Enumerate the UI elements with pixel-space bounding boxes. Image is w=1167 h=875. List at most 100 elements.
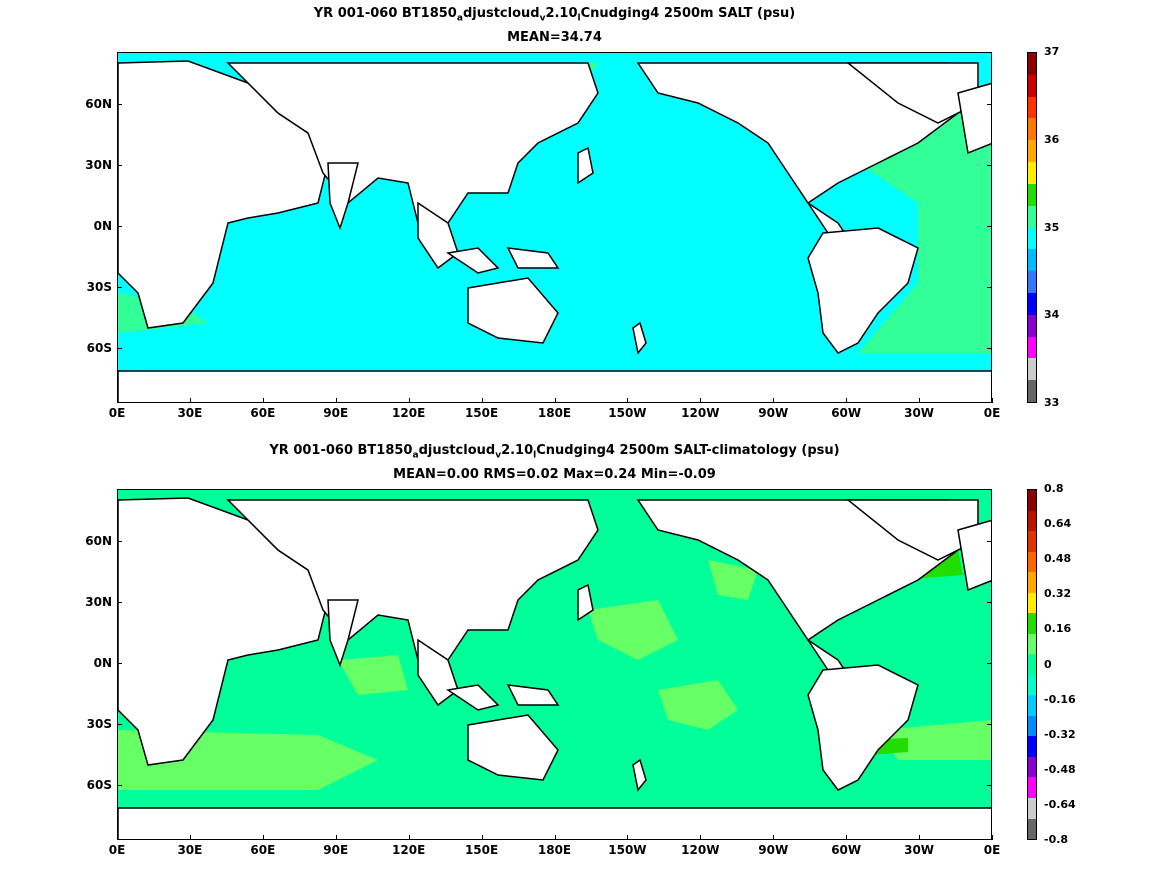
- colorbar-segment: [1028, 797, 1036, 819]
- axis-tick: [555, 835, 556, 840]
- land-mask: [327, 162, 359, 231]
- axis-tick: [117, 663, 122, 664]
- axis-tick: [987, 287, 992, 288]
- axis-tick: [117, 287, 122, 288]
- colorbar-segment: [1028, 271, 1036, 293]
- land-mask: [632, 321, 647, 355]
- colorbar-segment: [1028, 736, 1036, 757]
- colorbar-segment: [1028, 818, 1036, 840]
- colorbar-label: 36: [1044, 132, 1060, 146]
- axis-tick: [555, 398, 556, 403]
- axis-tick: [482, 398, 483, 403]
- axis-tick: [627, 835, 628, 840]
- lon-label: 0E: [108, 406, 126, 420]
- lon-label: 150W: [608, 843, 647, 857]
- lon-label: 120W: [681, 843, 720, 857]
- lat-label: 60N: [85, 97, 112, 111]
- axis-tick: [992, 835, 993, 840]
- colorbar-segment: [1028, 336, 1036, 359]
- land-mask: [845, 499, 979, 561]
- axis-tick: [846, 398, 847, 403]
- axis-tick: [117, 541, 122, 542]
- colorbar-segment: [1028, 592, 1036, 614]
- colorbar-segment: [1028, 380, 1036, 402]
- colorbar-segment: [1028, 715, 1036, 737]
- colorbar-segment: [1028, 674, 1036, 696]
- lat-label: 60S: [86, 341, 112, 355]
- land-mask: [577, 583, 594, 622]
- salinity-region: [338, 655, 408, 695]
- axis-tick: [117, 165, 122, 166]
- lon-label: 0E: [983, 406, 1001, 420]
- lon-label: 60W: [831, 406, 862, 420]
- land-mask: [807, 227, 919, 354]
- salinity-region: [588, 600, 678, 660]
- axis-tick: [987, 602, 992, 603]
- axis-tick: [336, 835, 337, 840]
- panel2-map: [117, 489, 992, 840]
- axis-tick: [846, 835, 847, 840]
- lon-label: 90E: [323, 406, 349, 420]
- colorbar-label: -0.48: [1044, 762, 1076, 776]
- lat-label: 0N: [93, 656, 112, 670]
- lat-label: 30N: [85, 595, 112, 609]
- colorbar-segment: [1028, 249, 1036, 272]
- colorbar-segment: [1028, 551, 1036, 573]
- colorbar-label: 0.48: [1044, 552, 1072, 566]
- land-mask: [118, 370, 991, 402]
- axis-tick: [482, 835, 483, 840]
- land-mask: [506, 247, 560, 269]
- colorbar-label: -0.64: [1044, 797, 1076, 811]
- colorbar-segment: [1028, 314, 1036, 337]
- lat-label: 0N: [93, 219, 112, 233]
- axis-tick: [987, 663, 992, 664]
- axis-tick: [627, 398, 628, 403]
- axis-tick: [919, 398, 920, 403]
- panel1-title: YR 001-060 BT1850adjustcloudv2.10lCnudgi…: [313, 6, 796, 24]
- colorbar-segment: [1028, 183, 1036, 206]
- lon-label: 150E: [464, 843, 499, 857]
- axis-tick: [987, 348, 992, 349]
- lat-label: 30S: [86, 717, 112, 731]
- lon-label: 0E: [983, 843, 1001, 857]
- axis-tick: [987, 226, 992, 227]
- axis-tick: [263, 835, 264, 840]
- axis-tick: [409, 835, 410, 840]
- lon-label: 180E: [537, 406, 572, 420]
- lon-label: 60E: [250, 843, 276, 857]
- axis-tick: [117, 104, 122, 105]
- land-mask: [467, 277, 559, 344]
- colorbar-label: 0.64: [1044, 517, 1072, 531]
- colorbar-segment: [1028, 695, 1036, 716]
- lon-label: 180E: [537, 843, 572, 857]
- lon-label: 30W: [904, 843, 935, 857]
- land-mask: [467, 714, 559, 781]
- colorbar-segment: [1028, 140, 1036, 163]
- axis-tick: [992, 398, 993, 403]
- axis-tick: [409, 398, 410, 403]
- lon-label: 0E: [108, 843, 126, 857]
- colorbar-label: 37: [1044, 45, 1060, 58]
- lon-label: 60E: [250, 406, 276, 420]
- colorbar-label: -0.16: [1044, 692, 1076, 706]
- axis-tick: [117, 398, 118, 403]
- colorbar-label: -0.32: [1044, 727, 1076, 741]
- lat-label: 60N: [85, 534, 112, 548]
- land-mask: [845, 62, 979, 124]
- lat-label: 30S: [86, 280, 112, 294]
- panel2-title: YR 001-060 BT1850adjustcloudv2.10lCnudgi…: [269, 443, 840, 461]
- colorbar-segment: [1028, 572, 1036, 593]
- land-mask: [446, 247, 500, 274]
- colorbar-segment: [1028, 358, 1036, 381]
- panel1-map: [117, 52, 992, 403]
- colorbar-label: 35: [1044, 220, 1060, 234]
- axis-tick: [700, 835, 701, 840]
- axis-tick: [773, 835, 774, 840]
- land-mask: [446, 684, 500, 711]
- panel2-colorbar: [1027, 489, 1037, 840]
- lon-label: 90E: [323, 843, 349, 857]
- lon-label: 120E: [392, 406, 426, 420]
- axis-tick: [263, 398, 264, 403]
- lat-label: 60S: [86, 778, 112, 792]
- colorbar-segment: [1028, 74, 1036, 97]
